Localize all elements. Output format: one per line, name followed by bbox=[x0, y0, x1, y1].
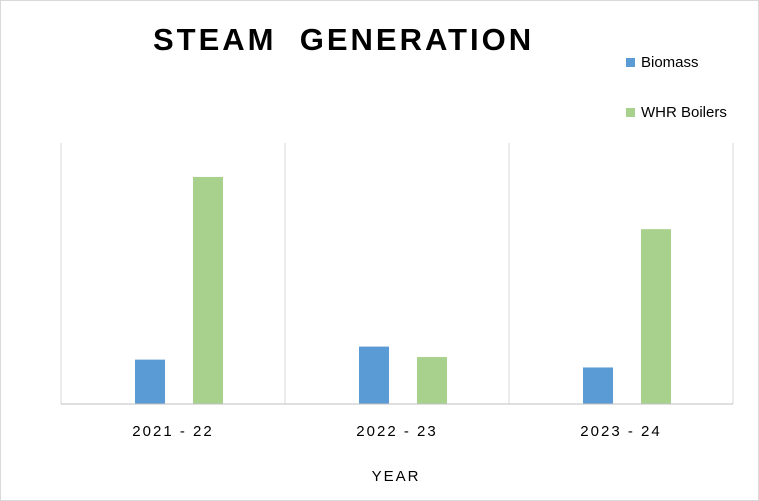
bar-biomass-2022-23 bbox=[359, 346, 389, 404]
legend-item-whr-boilers: WHR Boilers bbox=[626, 104, 727, 121]
x-tick-label: 2023 - 24 bbox=[580, 423, 661, 440]
bar-whr-boilers-2022-23 bbox=[417, 357, 447, 404]
bar-biomass-2023-24 bbox=[583, 367, 613, 404]
chart-title: STEAM GENERATION bbox=[153, 22, 535, 57]
bar-whr-boilers-2021-22 bbox=[193, 176, 223, 404]
bar-whr-boilers-2023-24 bbox=[641, 229, 671, 404]
grid-lines bbox=[60, 143, 734, 404]
x-tick-labels: 2021 - 22 2022 - 23 2023 - 24 bbox=[132, 423, 661, 440]
legend-label-biomass: Biomass bbox=[641, 54, 699, 71]
bar-biomass-2021-22 bbox=[135, 359, 165, 404]
x-axis-title: YEAR bbox=[372, 468, 421, 485]
legend-swatch-biomass bbox=[626, 58, 635, 67]
legend-item-biomass: Biomass bbox=[626, 54, 699, 71]
x-tick-label: 2021 - 22 bbox=[132, 423, 213, 440]
bars bbox=[135, 176, 671, 404]
legend-label-whr-boilers: WHR Boilers bbox=[641, 104, 727, 121]
x-tick-label: 2022 - 23 bbox=[356, 423, 437, 440]
legend-swatch-whr-boilers bbox=[626, 108, 635, 117]
